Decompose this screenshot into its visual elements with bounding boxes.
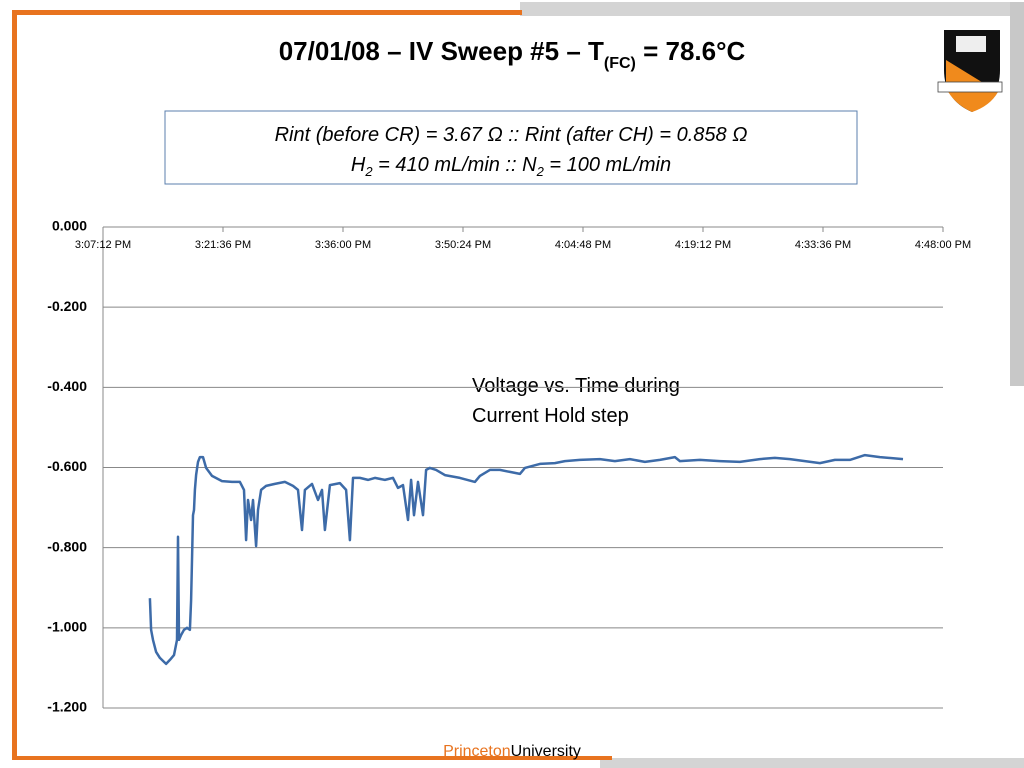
- y-tick-label: -0.200: [47, 298, 87, 314]
- frame-top: [12, 10, 522, 15]
- frame-bottom: [12, 756, 612, 760]
- title-suffix: = 78.6°C: [636, 36, 746, 66]
- info-line: Rint (before CR) = 3.67 Ω :: Rint (after…: [275, 124, 748, 146]
- shadow-bottom: [600, 758, 1024, 768]
- slide-title: 07/01/08 – IV Sweep #5 – T(FC) = 78.6°C: [279, 36, 746, 72]
- info-line: H2 = 410 mL/min :: N2 = 100 mL/min: [351, 154, 671, 179]
- x-tick-label: 3:21:36 PM: [195, 239, 251, 251]
- x-tick-label: 3:07:12 PM: [75, 239, 131, 251]
- info-part: = 100 mL/min: [544, 154, 671, 176]
- info-part: = 410 mL/min :: N: [373, 154, 538, 176]
- info-subscript: 2: [364, 164, 373, 179]
- x-tick-label: 3:50:24 PM: [435, 239, 491, 251]
- shadow-top: [520, 2, 1024, 16]
- annotation: Voltage vs. Time during: [472, 375, 680, 397]
- x-tick-label: 3:36:00 PM: [315, 239, 371, 251]
- y-tick-label: -0.400: [47, 378, 87, 394]
- title-text: 07/01/08 – IV Sweep #5 – T: [279, 36, 604, 66]
- x-tick-label: 4:33:36 PM: [795, 239, 851, 251]
- x-tick-label: 4:48:00 PM: [915, 239, 971, 251]
- book: [956, 36, 986, 52]
- x-tick-label: 4:04:48 PM: [555, 239, 611, 251]
- logo: [937, 30, 1003, 112]
- y-tick-label: -0.800: [47, 538, 87, 554]
- annotation: Current Hold step: [472, 405, 629, 427]
- info-part: H: [351, 154, 366, 176]
- y-tick-label: -1.000: [47, 619, 87, 635]
- info-box: [164, 110, 858, 185]
- footer-brand: Princeton: [443, 743, 511, 760]
- y-tick-label: -1.200: [47, 699, 87, 715]
- data-line: [148, 453, 904, 666]
- footer-rest: University: [511, 743, 581, 760]
- y-tick-label: -0.600: [47, 458, 87, 474]
- y-tick-label: 0.000: [52, 218, 87, 234]
- footer: PrincetonUniversity: [443, 743, 581, 760]
- shadow-right: [1010, 2, 1024, 386]
- title-subscript: (FC): [604, 55, 636, 72]
- info-subscript: 2: [536, 164, 545, 179]
- ribbon: [937, 81, 1003, 93]
- x-tick-label: 4:19:12 PM: [675, 239, 731, 251]
- frame-left: [12, 10, 17, 760]
